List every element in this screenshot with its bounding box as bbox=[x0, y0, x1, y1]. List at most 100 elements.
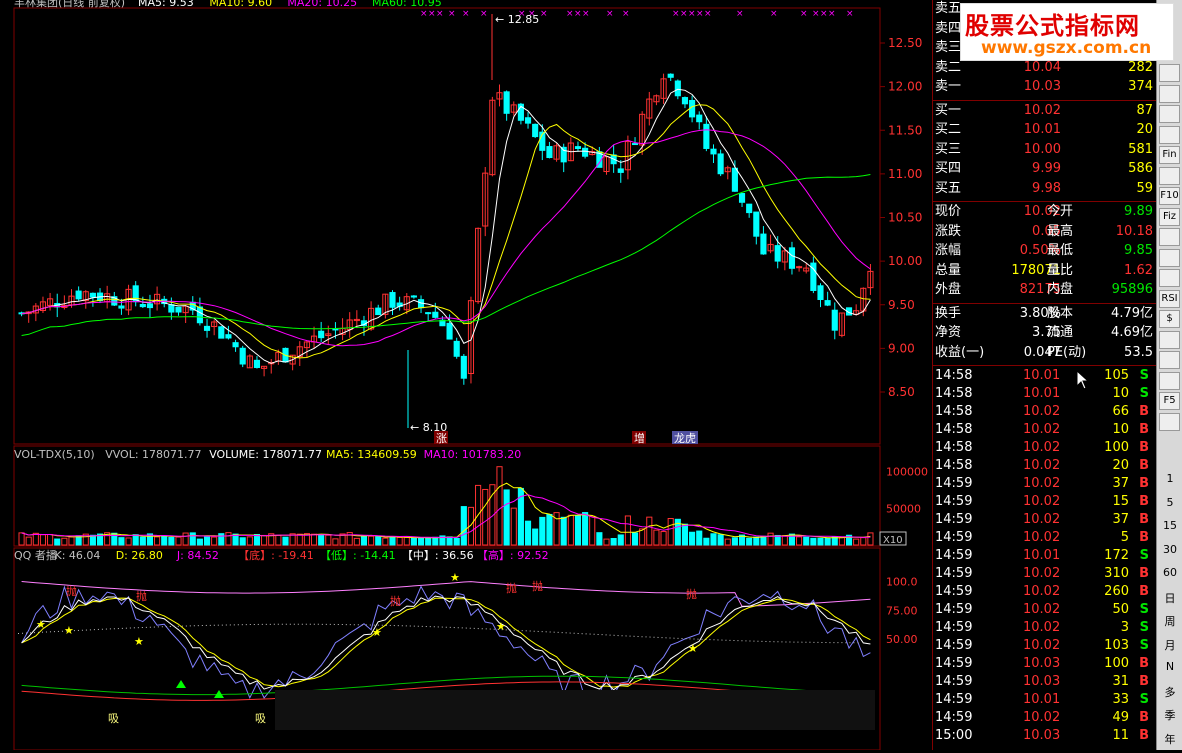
close-icon[interactable] bbox=[1159, 371, 1180, 390]
volume-bar bbox=[132, 534, 139, 546]
candle-body bbox=[796, 266, 803, 269]
order-label: 卖三 bbox=[935, 40, 962, 55]
indicator-legend-2: K: 46.04 bbox=[55, 549, 101, 562]
period-button-5[interactable]: 5 bbox=[1166, 495, 1174, 509]
volume-bar bbox=[118, 537, 125, 546]
order-book-row: 买五 9.98 59 bbox=[935, 180, 1153, 198]
tick-row: 14:59 10.02 37 B bbox=[935, 475, 1153, 493]
tick-time: 14:59 bbox=[935, 548, 973, 563]
rsi-icon[interactable]: RSI bbox=[1159, 289, 1180, 308]
grid-icon[interactable] bbox=[1159, 269, 1180, 287]
doc-icon[interactable] bbox=[1159, 166, 1180, 185]
zoom-icon[interactable] bbox=[1159, 125, 1180, 144]
candle-body bbox=[539, 131, 546, 151]
candle-body bbox=[39, 301, 47, 312]
indicator-legend-4: J: 84.52 bbox=[176, 549, 219, 562]
period-button-N[interactable]: N bbox=[1165, 660, 1175, 673]
candle-body bbox=[760, 233, 767, 255]
f9-icon[interactable] bbox=[1159, 228, 1180, 246]
period-button-60[interactable]: 60 bbox=[1163, 566, 1177, 579]
candle-body bbox=[646, 98, 653, 119]
money-icon[interactable] bbox=[1159, 248, 1180, 267]
period-button-季[interactable]: 季 bbox=[1164, 709, 1176, 722]
order-volume: 87 bbox=[1136, 102, 1153, 118]
period-button-年[interactable]: 年 bbox=[1164, 732, 1176, 746]
candle-body bbox=[403, 296, 410, 311]
volume-bar bbox=[767, 532, 774, 546]
ma60-line bbox=[21, 174, 871, 336]
candle-body bbox=[803, 267, 810, 272]
period-button-30[interactable]: 30 bbox=[1163, 542, 1177, 556]
tick-volume: 37 bbox=[1112, 512, 1129, 527]
volume-bar bbox=[589, 515, 596, 546]
dollar-icon[interactable]: $ bbox=[1159, 310, 1180, 328]
order-book-row: 卖四 bbox=[935, 20, 1153, 38]
f10-icon[interactable]: F10 bbox=[1159, 187, 1180, 205]
ma5-line bbox=[21, 88, 871, 364]
event-tag: 龙虎 bbox=[674, 432, 696, 445]
indicator-legend-3: D: 26.80 bbox=[116, 549, 163, 562]
volume-bar bbox=[310, 533, 318, 546]
tick-side: B bbox=[1139, 656, 1149, 671]
candle-body bbox=[218, 326, 225, 339]
period-button-15[interactable]: 15 bbox=[1163, 519, 1177, 532]
move-icon[interactable] bbox=[1159, 330, 1180, 349]
tick-price: 10.02 bbox=[1023, 566, 1061, 581]
fiz-icon[interactable]: Fiz bbox=[1159, 207, 1180, 226]
volume-bar bbox=[467, 506, 475, 546]
candle-body bbox=[353, 318, 360, 322]
volume-bar bbox=[703, 537, 710, 546]
volume-bar bbox=[360, 535, 368, 546]
stat-label: 总量 bbox=[935, 262, 962, 278]
period-button-月[interactable]: 月 bbox=[1164, 638, 1176, 652]
tick-volume: 260 bbox=[1104, 584, 1129, 599]
volume-bar bbox=[417, 537, 425, 546]
candle-body bbox=[631, 143, 639, 146]
volume-bar bbox=[660, 531, 667, 546]
candle-icon[interactable] bbox=[1159, 105, 1180, 123]
f5-icon[interactable]: F5 bbox=[1159, 392, 1180, 410]
candle-body bbox=[246, 355, 253, 369]
event-tag-bg bbox=[434, 431, 448, 444]
order-price: 10.01 bbox=[1023, 122, 1061, 137]
marker-icon: × bbox=[566, 9, 574, 19]
line-icon[interactable] bbox=[1159, 84, 1180, 103]
tick-side: B bbox=[1139, 512, 1149, 527]
indicator-upper-line bbox=[21, 581, 871, 607]
chart-area[interactable]: 12.50 12.00 11.50 11.00 10.50 10.00 9.50 9.00 8.… bbox=[0, 0, 932, 751]
marker-icon: × bbox=[704, 9, 712, 19]
tick-time: 14:59 bbox=[935, 710, 973, 725]
period-button-周[interactable]: 周 bbox=[1164, 615, 1176, 628]
volume-bar bbox=[25, 536, 32, 546]
chart-canvas[interactable]: 12.50 12.00 11.50 11.00 10.50 10.00 9.50 9.00 8.… bbox=[0, 0, 932, 751]
star-icon: ★ bbox=[372, 626, 382, 639]
volume-legend-3: VOLUME: 178071.77 bbox=[209, 448, 322, 461]
volume-bar bbox=[817, 537, 824, 546]
tick-time: 14:59 bbox=[935, 602, 973, 617]
period-button-日[interactable]: 日 bbox=[1164, 591, 1176, 605]
indicator-legend-5: 【底】: -19.41 bbox=[238, 548, 314, 562]
volume-bar bbox=[639, 528, 646, 546]
candle-body bbox=[410, 295, 417, 298]
period-button-1[interactable]: 1 bbox=[1166, 472, 1174, 485]
fin-icon[interactable]: Fin bbox=[1159, 146, 1180, 164]
candle-body bbox=[517, 103, 524, 121]
stat-value: 0.05 bbox=[1032, 223, 1061, 239]
stat-label: 涨幅 bbox=[935, 243, 962, 258]
indicator-mid-line bbox=[17, 623, 860, 644]
tick-side: B bbox=[1139, 458, 1149, 473]
candle-body bbox=[546, 146, 553, 159]
period-button-多[interactable]: 多 bbox=[1164, 685, 1176, 699]
pencil-icon[interactable] bbox=[1159, 351, 1180, 369]
order-label: 卖二 bbox=[935, 59, 962, 75]
tick-time: 14:58 bbox=[935, 368, 973, 383]
volume-bar bbox=[774, 534, 781, 546]
candle-body bbox=[838, 312, 845, 336]
refresh-icon[interactable] bbox=[1159, 412, 1180, 431]
candle-body bbox=[460, 355, 467, 379]
volume-bar bbox=[824, 537, 831, 546]
candle-body bbox=[111, 296, 118, 306]
tick-volume: 49 bbox=[1112, 710, 1129, 725]
chart-icon[interactable] bbox=[1159, 64, 1180, 82]
volume-bar bbox=[867, 532, 874, 546]
